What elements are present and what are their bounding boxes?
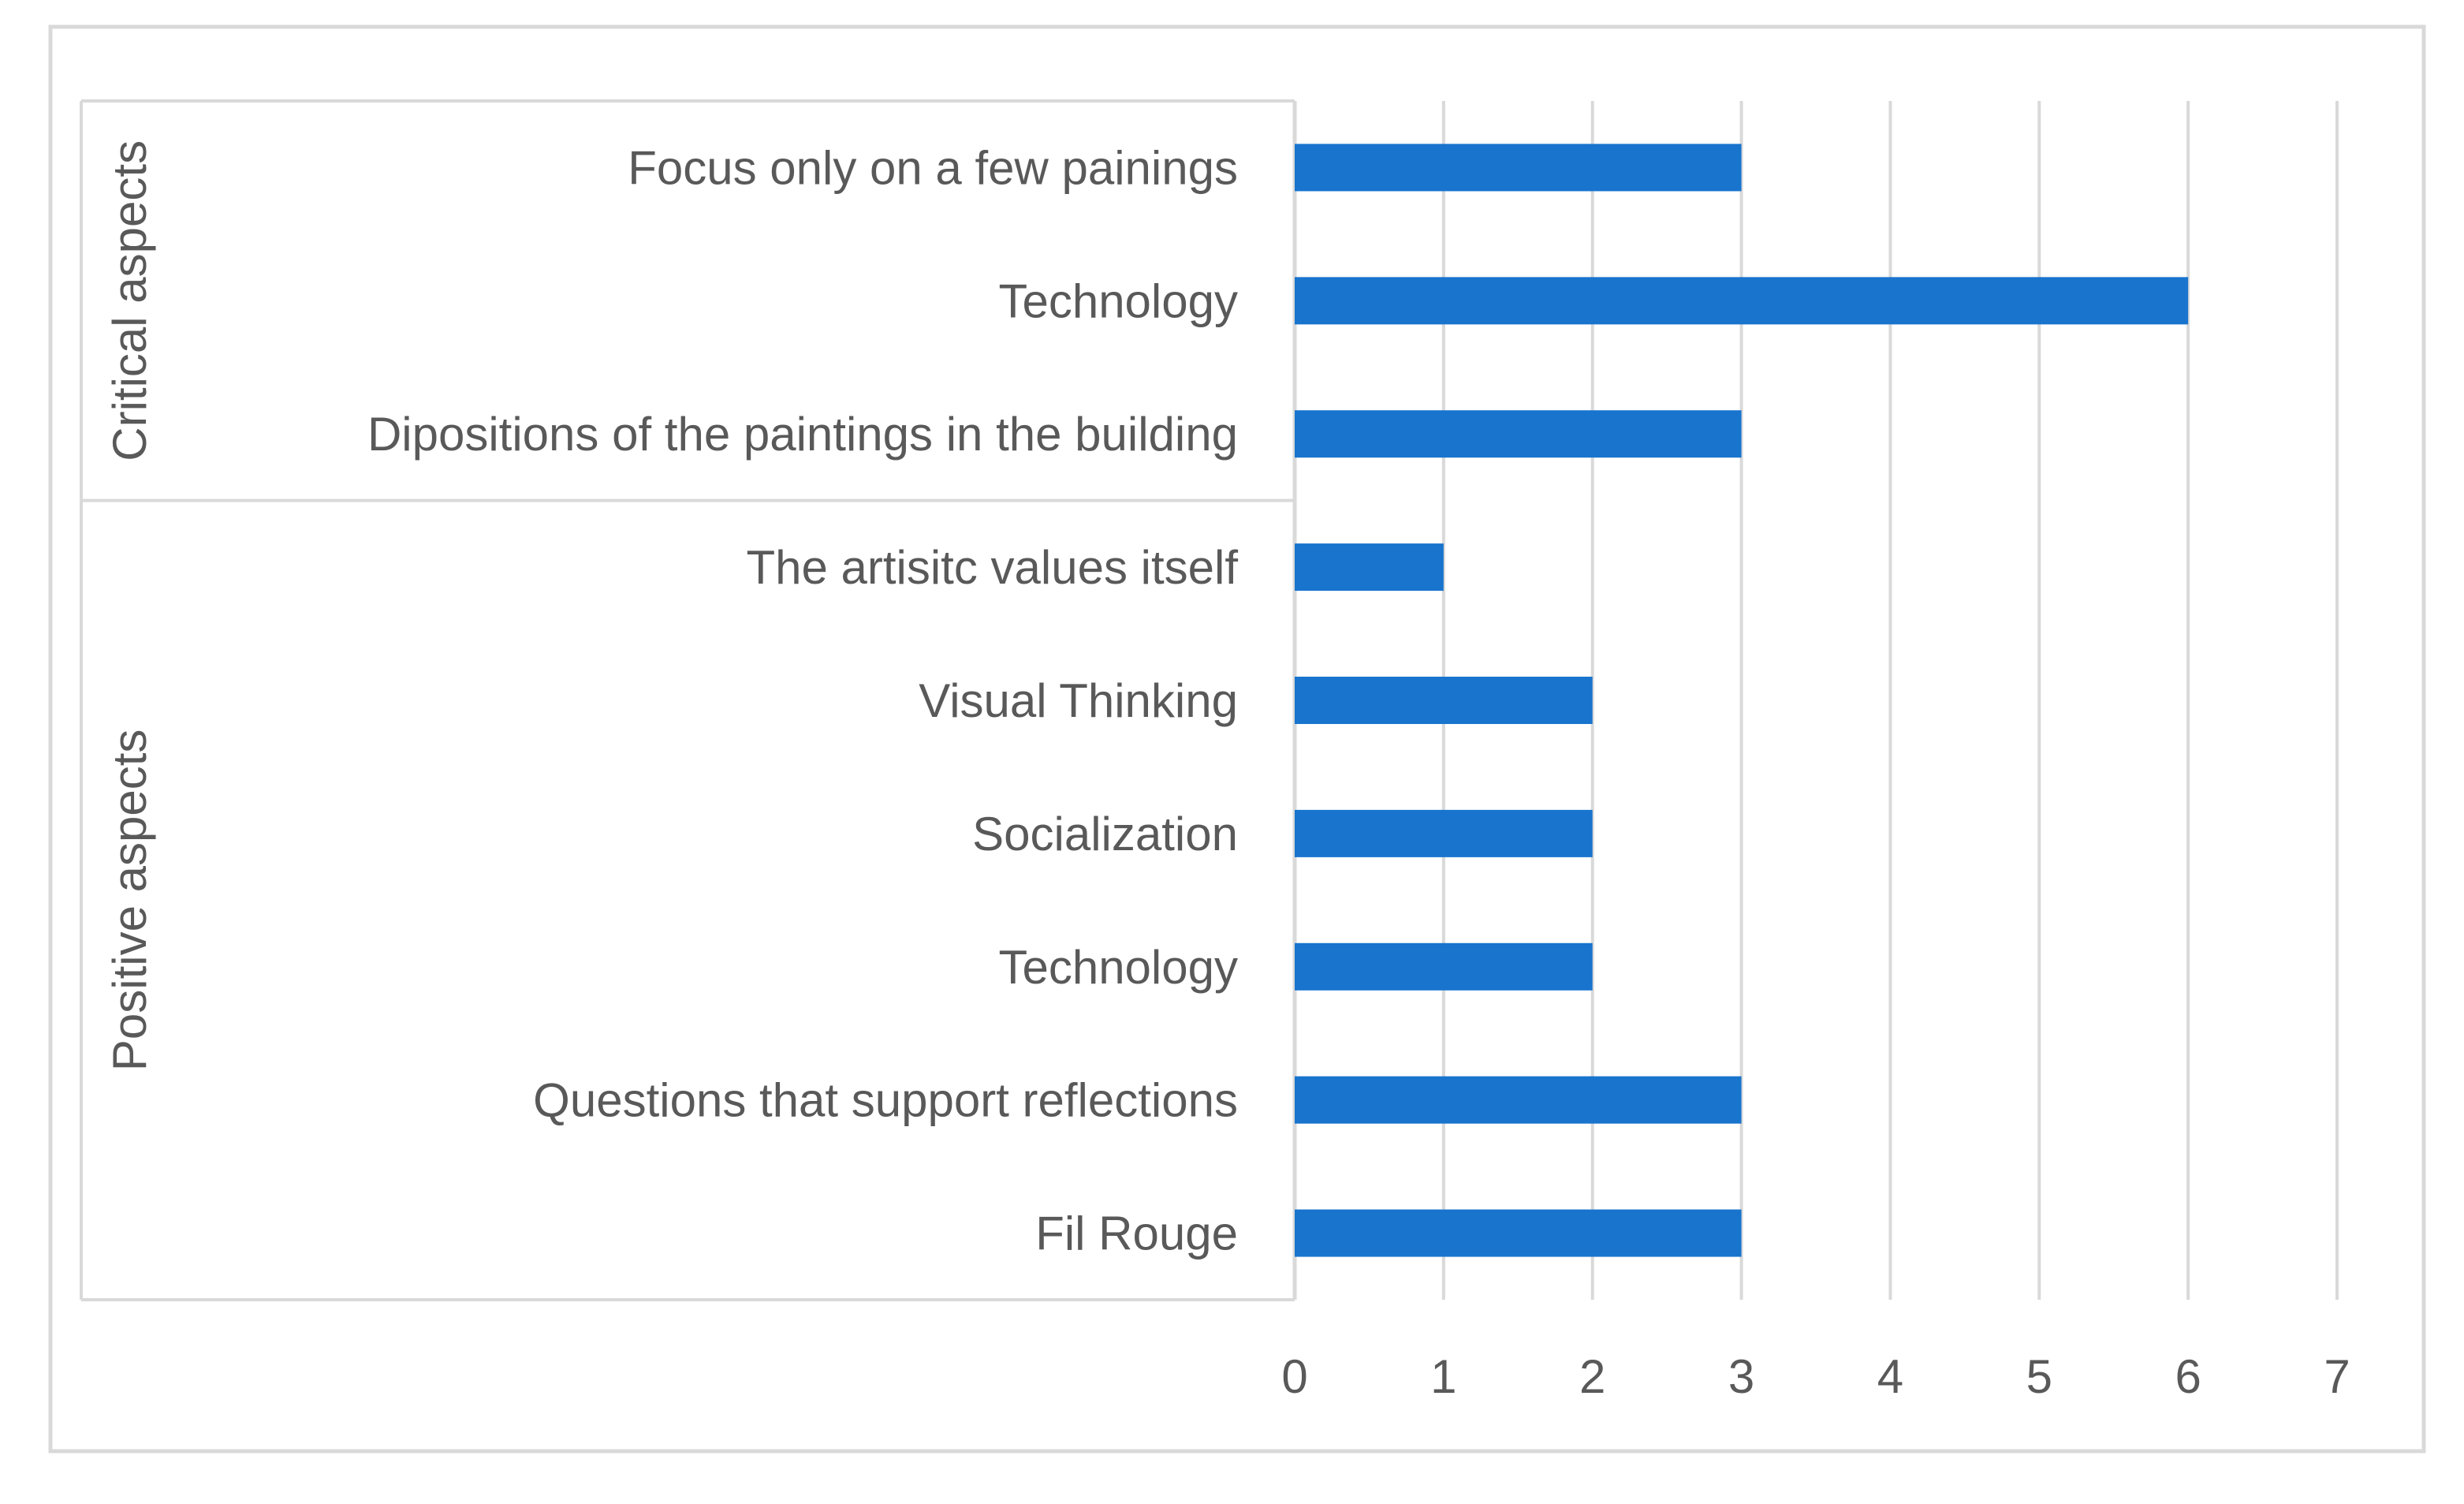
bar (1295, 410, 1742, 458)
x-tick-label: 7 (2324, 1350, 2350, 1403)
x-tick-label: 2 (1579, 1350, 1605, 1403)
x-tick-label: 1 (1430, 1350, 1456, 1403)
bar (1295, 809, 1593, 857)
bar (1295, 677, 1593, 724)
bar (1295, 1209, 1742, 1257)
category-label: Fil Rouge (1035, 1207, 1238, 1260)
category-label: Questions that support reflections (533, 1074, 1238, 1127)
group-label: Critical aspects (103, 140, 156, 461)
x-tick-label: 0 (1281, 1350, 1307, 1403)
category-label: Dipositions of the paintings in the buil… (367, 408, 1238, 461)
group-labels: Critical aspects Positive aspects (103, 140, 156, 1071)
bar (1295, 543, 1444, 592)
category-label: The artisitc values itself (746, 541, 1238, 594)
category-label: Technology (998, 274, 1238, 327)
bar (1295, 942, 1593, 991)
group-label: Positive aspects (103, 730, 156, 1072)
category-labels: Focus only on a few painings Technology Di… (367, 141, 1238, 1260)
category-label: Visual Thinking (919, 674, 1238, 727)
category-label: Technology (998, 941, 1238, 994)
x-tick-label: 5 (2026, 1350, 2052, 1403)
category-label: Focus only on a few painings (628, 141, 1238, 194)
bar (1295, 1076, 1742, 1124)
x-tick-label: 4 (1877, 1350, 1903, 1403)
x-tick-label: 6 (2175, 1350, 2201, 1403)
bar (1295, 277, 2189, 325)
chart-frame (48, 24, 2426, 1454)
bars (1295, 144, 2189, 1257)
x-tick-label: 3 (1728, 1350, 1754, 1403)
bar (1295, 144, 1742, 192)
x-tick-labels: 0 1 2 3 4 5 6 7 (1281, 1350, 2350, 1403)
category-label: Socialization (972, 808, 1238, 860)
category-group-frames (80, 99, 1295, 1301)
